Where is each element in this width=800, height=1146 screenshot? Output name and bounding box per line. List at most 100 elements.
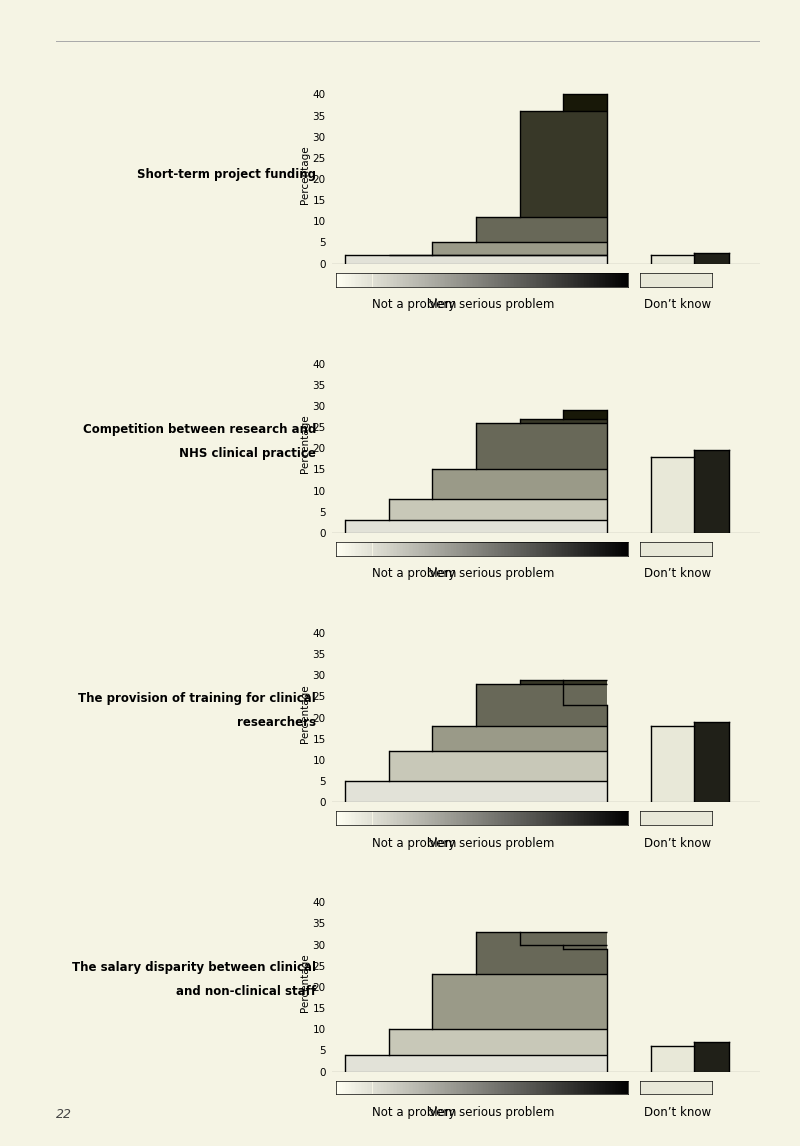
Bar [450, 273, 451, 286]
Bar [510, 542, 511, 556]
Bar [454, 273, 456, 286]
Bar [651, 457, 694, 533]
Bar [414, 273, 415, 286]
Bar [520, 111, 607, 264]
Bar [415, 542, 416, 556]
Bar [352, 811, 354, 825]
Bar [490, 542, 492, 556]
Bar [346, 1081, 348, 1094]
Bar [530, 542, 532, 556]
Bar [558, 811, 559, 825]
Bar [514, 1081, 515, 1094]
Bar [510, 273, 511, 286]
Bar [566, 273, 568, 286]
Bar [342, 273, 343, 286]
Bar [563, 949, 607, 1072]
Bar [384, 811, 386, 825]
Bar [603, 1081, 605, 1094]
Bar [361, 273, 362, 286]
Bar [490, 811, 492, 825]
Bar [456, 542, 457, 556]
Bar [476, 1081, 478, 1094]
Bar [501, 811, 502, 825]
Bar [513, 1081, 514, 1094]
Bar [339, 273, 340, 286]
Bar [354, 542, 355, 556]
Bar [587, 542, 589, 556]
Bar [587, 811, 589, 825]
Bar [371, 273, 373, 286]
Bar [609, 273, 610, 286]
Bar [433, 974, 607, 1072]
Bar [495, 273, 497, 286]
Bar [540, 811, 542, 825]
Bar [358, 1081, 359, 1094]
Bar [558, 542, 559, 556]
Bar [466, 273, 467, 286]
Bar [365, 542, 366, 556]
Bar [606, 542, 607, 556]
Bar [348, 1081, 349, 1094]
Bar [584, 273, 586, 286]
Bar [612, 811, 614, 825]
Bar [605, 1081, 606, 1094]
Bar [485, 811, 486, 825]
Bar [394, 542, 396, 556]
Bar [574, 811, 575, 825]
Bar [446, 1081, 447, 1094]
Bar [483, 273, 485, 286]
Bar [518, 811, 520, 825]
Bar [424, 1081, 425, 1094]
Bar [587, 273, 589, 286]
Bar [577, 1081, 578, 1094]
Bar [389, 273, 390, 286]
Bar [626, 542, 628, 556]
Text: Don’t know: Don’t know [644, 1106, 711, 1118]
Bar [536, 273, 538, 286]
Bar [447, 811, 449, 825]
Bar [430, 273, 431, 286]
Bar [571, 1081, 573, 1094]
Bar [540, 542, 542, 556]
Bar [374, 811, 375, 825]
Bar [438, 1081, 440, 1094]
Bar [591, 273, 593, 286]
Bar [368, 542, 370, 556]
Bar [504, 1081, 506, 1094]
Bar [398, 273, 400, 286]
Bar [557, 1081, 558, 1094]
Bar [476, 932, 607, 1072]
Bar [456, 273, 457, 286]
Bar [441, 1081, 442, 1094]
Bar [431, 1081, 432, 1094]
Bar [534, 542, 536, 556]
Bar [389, 1081, 390, 1094]
Text: Not a problem: Not a problem [372, 1106, 456, 1118]
Bar [619, 811, 621, 825]
Bar [694, 450, 730, 533]
Bar [374, 542, 375, 556]
Bar [518, 273, 520, 286]
Bar [614, 811, 615, 825]
Bar [548, 811, 549, 825]
Bar [651, 256, 694, 264]
Bar [403, 1081, 405, 1094]
Bar [526, 1081, 527, 1094]
Bar [586, 273, 587, 286]
Bar [518, 1081, 520, 1094]
Text: Very serious problem: Very serious problem [430, 1106, 554, 1118]
Bar [513, 542, 514, 556]
Bar [589, 1081, 590, 1094]
Bar [394, 811, 396, 825]
Bar [559, 273, 561, 286]
Bar [474, 542, 476, 556]
Bar [568, 811, 570, 825]
Bar [536, 811, 538, 825]
Bar [386, 542, 387, 556]
Bar [610, 1081, 612, 1094]
Bar [584, 1081, 586, 1094]
Bar [430, 542, 431, 556]
Bar [390, 273, 391, 286]
Bar [558, 1081, 559, 1094]
Bar [453, 273, 454, 286]
